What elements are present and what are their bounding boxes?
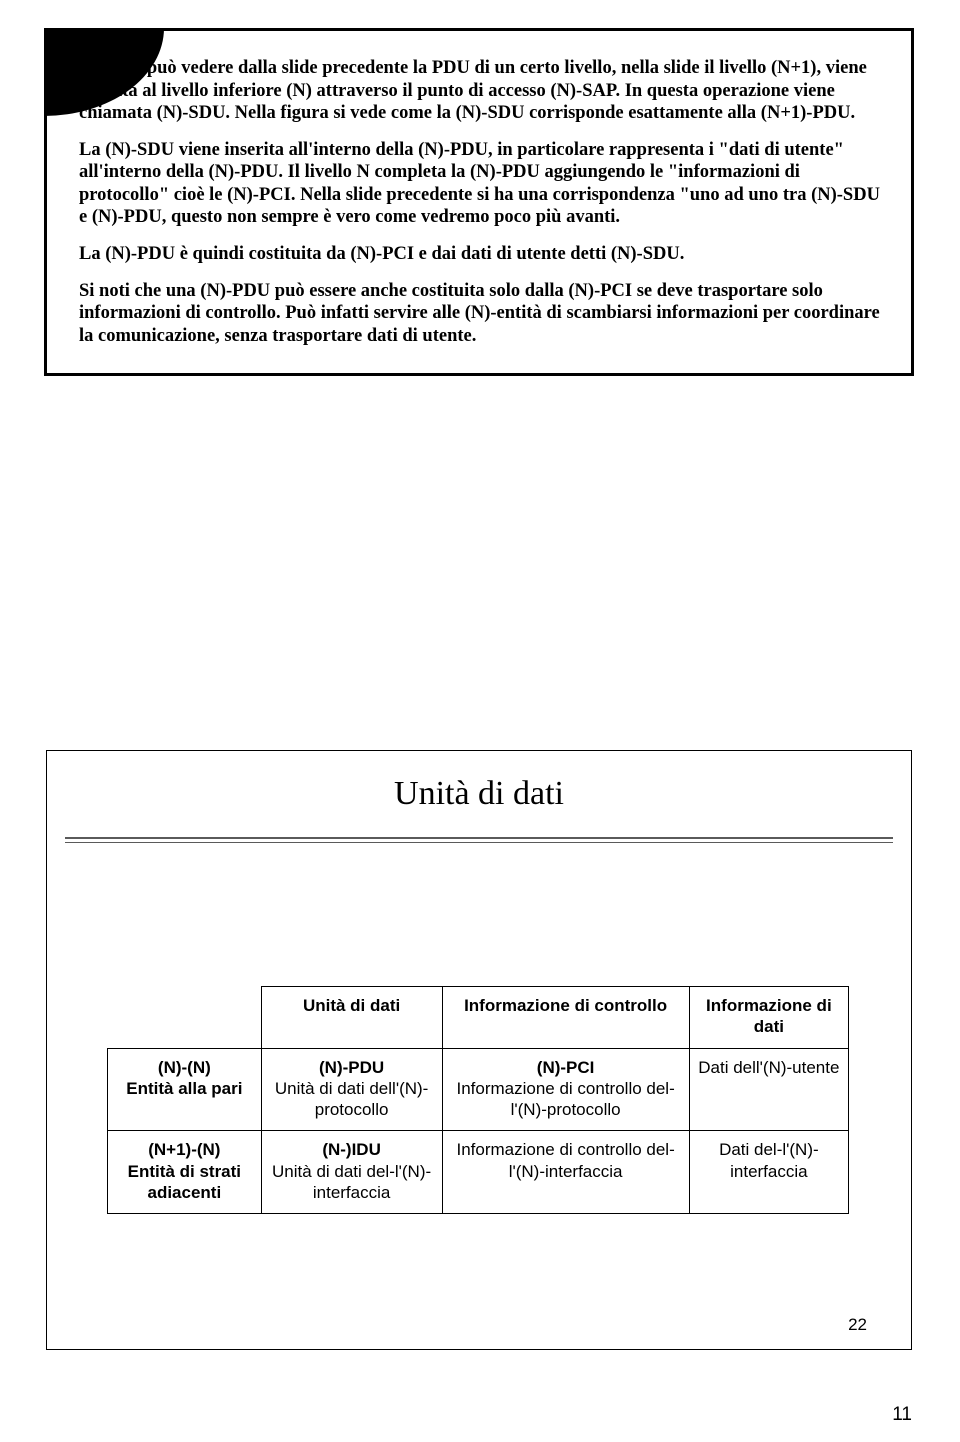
table-header: Informazione di dati [689,987,848,1049]
row-header-bold: (N)-(N) [158,1058,211,1077]
table-cell: Dati dell'(N)-utente [689,1048,848,1131]
table-row-header: (N)-(N) Entità alla pari [108,1048,262,1131]
slide-frame: Unità di dati Unità di dati Informazione… [46,750,912,1350]
cell-sub: Informazione di controllo del-l'(N)-inte… [456,1140,674,1180]
table-cell: Informazione di controllo del-l'(N)-inte… [442,1131,689,1214]
slide-divider [65,837,893,843]
cell-text: Dati dell'(N)-utente [698,1058,839,1077]
paragraph: Si noti che una (N)-PDU può essere anche… [75,280,883,348]
cell-text: Dati del-l'(N)-interfaccia [719,1140,819,1180]
cell-bold: (N)-PCI [537,1058,595,1077]
table-row: (N+1)-(N) Entità di strati adiacenti (N-… [108,1131,849,1214]
cell-sub: Unità di dati del-l'(N)-interfaccia [268,1161,436,1204]
page-number: 11 [892,1404,912,1426]
cell-sub: Informazione di controllo del-l'(N)-prot… [449,1078,683,1121]
table-cell: (N-)IDU Unità di dati del-l'(N)-interfac… [261,1131,442,1214]
row-header-bold: (N+1)-(N) [148,1140,220,1159]
row-header-sub: Entità alla pari [114,1078,255,1099]
slide-number: 22 [848,1315,867,1335]
table-header: Unità di dati [261,987,442,1049]
paragraph: La (N)-SDU viene inserita all'interno de… [75,139,883,229]
table-cell: (N)-PCI Informazione di controllo del-l'… [442,1048,689,1131]
text-frame: Come si può vedere dalla slide precedent… [44,28,914,376]
table-header: Informazione di controllo [442,987,689,1049]
table-cell: (N)-PDU Unità di dati dell'(N)-protocoll… [261,1048,442,1131]
table-cell: Dati del-l'(N)-interfaccia [689,1131,848,1214]
cell-sub: Unità di dati dell'(N)-protocollo [268,1078,436,1121]
table-cell-empty [108,987,262,1049]
row-header-sub: Entità di strati adiacenti [114,1161,255,1204]
cell-bold: (N)-PDU [319,1058,384,1077]
slide-title-wrap: Unità di dati [47,775,911,813]
table-row-header: (N+1)-(N) Entità di strati adiacenti [108,1131,262,1214]
slide-title: Unità di dati [394,775,564,812]
paragraph: La (N)-PDU è quindi costituita da (N)-PC… [75,243,883,266]
table-row: (N)-(N) Entità alla pari (N)-PDU Unità d… [108,1048,849,1131]
table-header-row: Unità di dati Informazione di controllo … [108,987,849,1049]
paragraph: Come si può vedere dalla slide precedent… [75,57,883,125]
cell-bold: (N-)IDU [322,1140,381,1159]
data-units-table: Unità di dati Informazione di controllo … [107,986,849,1214]
